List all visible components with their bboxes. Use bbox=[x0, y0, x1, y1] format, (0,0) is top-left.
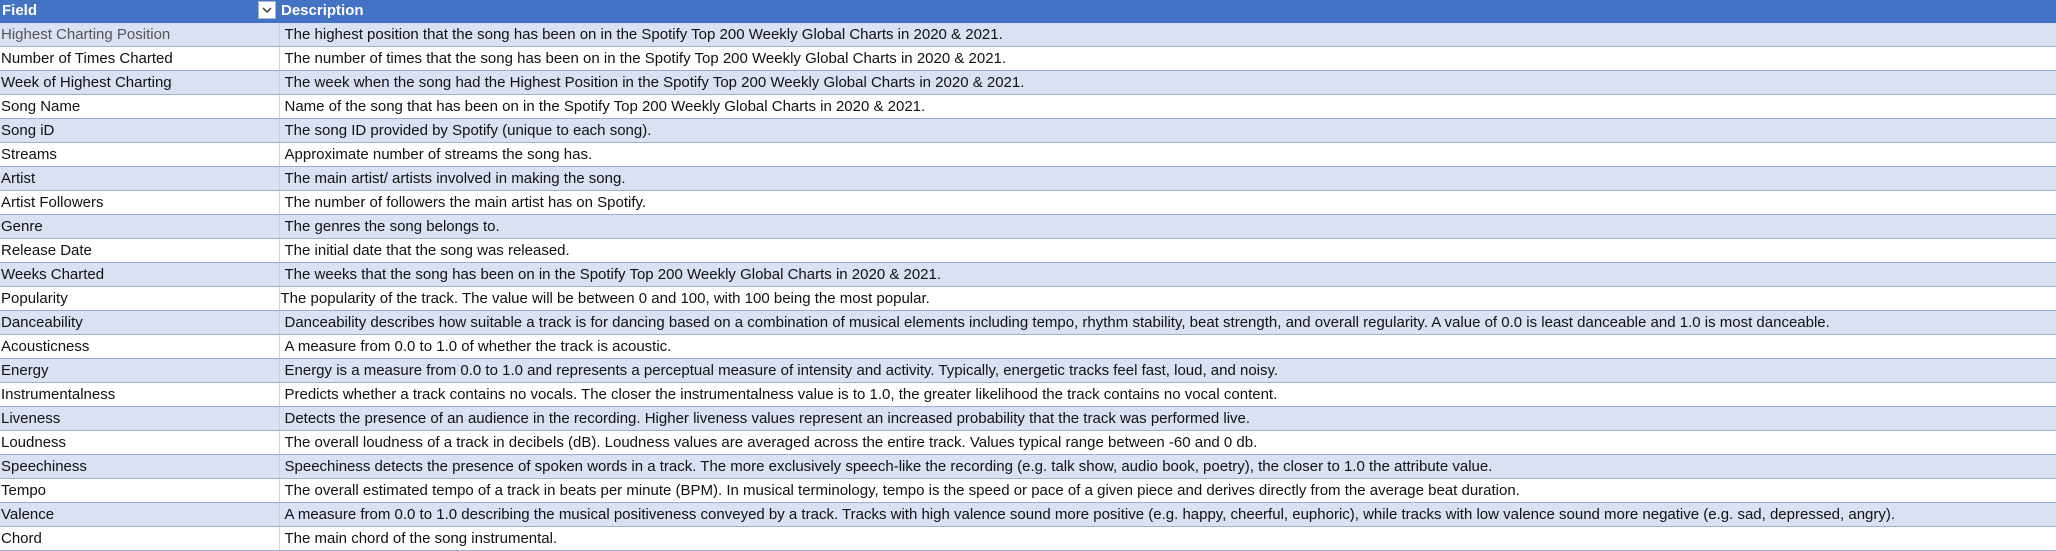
field-cell[interactable]: Danceability bbox=[0, 310, 280, 335]
field-cell[interactable]: Acousticness bbox=[0, 334, 280, 359]
table-row[interactable]: Tempo The overall estimated tempo of a t… bbox=[0, 478, 2056, 503]
table-row[interactable]: Week of Highest Charting The week when t… bbox=[0, 70, 2056, 95]
description-cell[interactable]: The initial date that the song was relea… bbox=[279, 238, 2056, 263]
table-row[interactable]: Number of Times Charted The number of ti… bbox=[0, 46, 2056, 71]
field-cell[interactable]: Instrumentalness bbox=[0, 382, 280, 407]
table-row[interactable]: Artist Followers The number of followers… bbox=[0, 190, 2056, 215]
table-row[interactable]: Genre The genres the song belongs to. bbox=[0, 214, 2056, 239]
description-cell[interactable]: Predicts whether a track contains no voc… bbox=[279, 382, 2056, 407]
table-row[interactable]: Weeks Charted The weeks that the song ha… bbox=[0, 262, 2056, 287]
description-cell[interactable]: The number of followers the main artist … bbox=[279, 190, 2056, 215]
filter-dropdown-button[interactable] bbox=[258, 1, 276, 19]
description-cell[interactable]: Danceability describes how suitable a tr… bbox=[279, 310, 2056, 335]
field-cell[interactable]: Liveness bbox=[0, 406, 280, 431]
description-cell[interactable]: The weeks that the song has been on in t… bbox=[279, 262, 2056, 287]
description-cell[interactable]: The number of times that the song has be… bbox=[279, 46, 2056, 71]
table-row[interactable]: Valence A measure from 0.0 to 1.0 descri… bbox=[0, 502, 2056, 527]
field-cell[interactable]: Streams bbox=[0, 142, 280, 167]
description-cell[interactable]: Energy is a measure from 0.0 to 1.0 and … bbox=[279, 358, 2056, 383]
table-row[interactable]: Loudness The overall loudness of a track… bbox=[0, 430, 2056, 455]
description-cell[interactable]: The genres the song belongs to. bbox=[279, 214, 2056, 239]
chevron-down-icon bbox=[262, 7, 272, 13]
field-header-label: Field bbox=[2, 2, 38, 20]
description-cell[interactable]: A measure from 0.0 to 1.0 of whether the… bbox=[279, 334, 2056, 359]
description-cell[interactable]: The song ID provided by Spotify (unique … bbox=[279, 118, 2056, 143]
table-row[interactable]: Streams Approximate number of streams th… bbox=[0, 142, 2056, 167]
description-cell[interactable]: A measure from 0.0 to 1.0 describing the… bbox=[279, 502, 2056, 527]
table-row[interactable]: Instrumentalness Predicts whether a trac… bbox=[0, 382, 2056, 407]
description-cell[interactable]: The main artist/ artists involved in mak… bbox=[279, 166, 2056, 191]
description-header-label: Description bbox=[281, 2, 364, 20]
description-cell[interactable]: The main chord of the song instrumental. bbox=[279, 526, 2056, 551]
table-row[interactable]: Highest Charting Position The highest po… bbox=[0, 22, 2056, 47]
field-cell[interactable]: Genre bbox=[0, 214, 280, 239]
field-cell[interactable]: Loudness bbox=[0, 430, 280, 455]
field-cell[interactable]: Chord bbox=[0, 526, 280, 551]
description-cell[interactable]: Detects the presence of an audience in t… bbox=[279, 406, 2056, 431]
table-row[interactable]: Speechiness Speechiness detects the pres… bbox=[0, 454, 2056, 479]
field-cell[interactable]: Energy bbox=[0, 358, 280, 383]
table-row[interactable]: Popularity The popularity of the track. … bbox=[0, 286, 2056, 311]
field-cell[interactable]: Speechiness bbox=[0, 454, 280, 479]
description-cell[interactable]: Speechiness detects the presence of spok… bbox=[279, 454, 2056, 479]
header-row: Field Description bbox=[0, 0, 2056, 23]
table-row[interactable]: Chord The main chord of the song instrum… bbox=[0, 526, 2056, 551]
table-row[interactable]: Artist The main artist/ artists involved… bbox=[0, 166, 2056, 191]
description-cell[interactable]: The popularity of the track. The value w… bbox=[279, 286, 2056, 311]
field-cell[interactable]: Highest Charting Position bbox=[0, 22, 280, 47]
field-cell[interactable]: Artist Followers bbox=[0, 190, 280, 215]
description-column-header[interactable]: Description bbox=[279, 0, 2056, 23]
description-cell[interactable]: The highest position that the song has b… bbox=[279, 22, 2056, 47]
field-cell[interactable]: Song iD bbox=[0, 118, 280, 143]
field-cell[interactable]: Number of Times Charted bbox=[0, 46, 280, 71]
description-cell[interactable]: Approximate number of streams the song h… bbox=[279, 142, 2056, 167]
table-row[interactable]: Danceability Danceability describes how … bbox=[0, 310, 2056, 335]
field-cell[interactable]: Week of Highest Charting bbox=[0, 70, 280, 95]
field-cell[interactable]: Weeks Charted bbox=[0, 262, 280, 287]
description-cell[interactable]: The week when the song had the Highest P… bbox=[279, 70, 2056, 95]
table-row[interactable]: Song iD The song ID provided by Spotify … bbox=[0, 118, 2056, 143]
description-cell[interactable]: The overall loudness of a track in decib… bbox=[279, 430, 2056, 455]
table-row[interactable]: Energy Energy is a measure from 0.0 to 1… bbox=[0, 358, 2056, 383]
table-row[interactable]: Acousticness A measure from 0.0 to 1.0 o… bbox=[0, 334, 2056, 359]
field-column-header[interactable]: Field bbox=[0, 0, 279, 23]
field-cell[interactable]: Tempo bbox=[0, 478, 280, 503]
field-cell[interactable]: Release Date bbox=[0, 238, 280, 263]
table-row[interactable]: Song Name Name of the song that has been… bbox=[0, 94, 2056, 119]
description-cell[interactable]: The overall estimated tempo of a track i… bbox=[279, 478, 2056, 503]
field-cell[interactable]: Artist bbox=[0, 166, 280, 191]
table-row[interactable]: Release Date The initial date that the s… bbox=[0, 238, 2056, 263]
field-cell[interactable]: Song Name bbox=[0, 94, 280, 119]
field-cell[interactable]: Popularity bbox=[0, 286, 280, 311]
table-row[interactable]: Liveness Detects the presence of an audi… bbox=[0, 406, 2056, 431]
description-cell[interactable]: Name of the song that has been on in the… bbox=[279, 94, 2056, 119]
field-cell[interactable]: Valence bbox=[0, 502, 280, 527]
